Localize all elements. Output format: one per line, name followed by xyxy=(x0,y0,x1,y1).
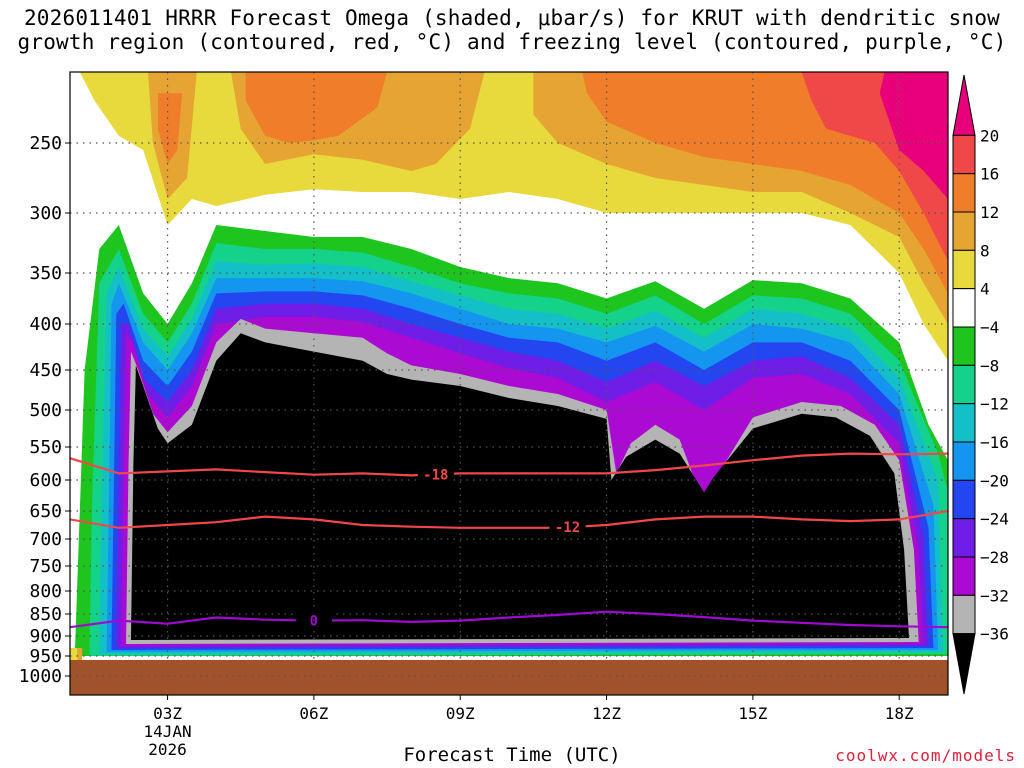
colorbar-swatch xyxy=(952,556,976,596)
colorbar-swatch xyxy=(952,479,976,520)
colorbar-swatch xyxy=(952,441,976,481)
y-tick-label: 850 xyxy=(29,604,62,625)
contour-label: 0 xyxy=(310,614,318,630)
chart-title: 2026011401 HRRR Forecast Omega (shaded, … xyxy=(0,6,1024,54)
contour-label-bg xyxy=(549,518,586,537)
colorbar-swatch xyxy=(952,633,976,695)
x-tick-label: 15Z xyxy=(738,704,767,723)
colorbar-label: 12 xyxy=(980,203,999,222)
y-tick-label: 250 xyxy=(29,133,62,154)
colorbar-swatch xyxy=(952,518,976,558)
y-tick-label: 700 xyxy=(29,529,62,550)
ground-terrain xyxy=(70,660,948,695)
contour-label: -18 xyxy=(423,467,448,483)
y-tick-label: 900 xyxy=(29,626,62,647)
colorbar-label: −32 xyxy=(980,586,1009,605)
gridlines xyxy=(70,72,948,677)
contour-label-bg xyxy=(417,465,454,484)
colorbar-swatch xyxy=(952,326,976,366)
colorbar-label: 20 xyxy=(980,126,999,145)
omega-band-orange-b xyxy=(245,72,388,143)
colorbar-label: −36 xyxy=(980,625,1009,644)
y-tick-label: 350 xyxy=(29,263,62,284)
contour-line xyxy=(70,509,948,529)
x-tick-label: 06Z xyxy=(299,704,328,723)
y-tick-label: 450 xyxy=(29,360,62,381)
colorbar-swatch xyxy=(952,173,976,213)
colorbar-label: −28 xyxy=(980,548,1009,567)
colorbar-label: −24 xyxy=(980,510,1009,529)
x-date-label: 14JAN xyxy=(143,722,191,741)
omega-band-surface-white xyxy=(70,656,948,660)
y-axis: 2503003504004505005506006507007508008509… xyxy=(19,133,70,687)
contour-label-bg xyxy=(295,611,332,630)
colorbar-label: 4 xyxy=(980,280,990,299)
colorbar-swatch xyxy=(952,364,976,405)
site-credit[interactable]: coolwx.com/models xyxy=(835,746,1016,765)
colorbar-label: −20 xyxy=(980,471,1009,490)
x-date-label: 2026 xyxy=(148,740,187,759)
colorbar-label: −16 xyxy=(980,433,1009,452)
colorbar: 20 16 12 8 4 −4 −8 −12 −16 −20 −24 −28 −32 −36 xyxy=(952,74,1009,695)
y-tick-label: 800 xyxy=(29,581,62,602)
contour-line xyxy=(70,452,948,477)
x-tick-label: 03Z xyxy=(153,704,182,723)
colorbar-label: 16 xyxy=(980,165,999,184)
colorbar-swatch xyxy=(952,249,976,290)
contour-line xyxy=(70,610,948,629)
y-tick-label: 400 xyxy=(29,314,62,335)
y-tick-label: 500 xyxy=(29,400,62,421)
colorbar-swatch xyxy=(952,594,976,635)
y-tick-label: 550 xyxy=(29,437,62,458)
y-tick-label: 950 xyxy=(29,646,62,667)
colorbar-label: −8 xyxy=(980,356,999,375)
omega-shading xyxy=(70,72,948,695)
colorbar-label: −12 xyxy=(980,395,1009,414)
omega-band-surface-gold xyxy=(77,648,83,660)
colorbar-swatch xyxy=(952,288,976,328)
colorbar-label: 8 xyxy=(980,241,990,260)
omega-band-magenta xyxy=(879,72,948,199)
y-tick-label: 300 xyxy=(29,203,62,224)
y-tick-label: 600 xyxy=(29,470,62,491)
y-tick-label: 1000 xyxy=(19,666,62,687)
colorbar-swatch xyxy=(952,74,976,136)
y-tick-label: 750 xyxy=(29,556,62,577)
chart-title-line-2: growth region (contoured, red, °C) and f… xyxy=(17,30,1007,54)
colorbar-swatch xyxy=(952,403,976,443)
x-tick-label: 18Z xyxy=(885,704,914,723)
x-tick-label: 09Z xyxy=(446,704,475,723)
x-tick-label: 12Z xyxy=(592,704,621,723)
temperature-contours: -18 -12 0 xyxy=(70,452,948,630)
chart-title-line-1: 2026011401 HRRR Forecast Omega (shaded, … xyxy=(23,6,1001,30)
omega-band-orange-a xyxy=(157,93,183,164)
colorbar-swatch xyxy=(952,211,976,251)
y-tick-label: 650 xyxy=(29,501,62,522)
colorbar-label: −4 xyxy=(980,318,999,337)
plot-frame xyxy=(69,71,949,696)
colorbar-swatch xyxy=(952,134,976,175)
omega-band-surface-yellow xyxy=(70,648,78,660)
x-axis-label: Forecast Time (UTC) xyxy=(403,744,621,766)
contour-label: -12 xyxy=(555,520,580,536)
omega-band-black-core xyxy=(131,333,909,640)
